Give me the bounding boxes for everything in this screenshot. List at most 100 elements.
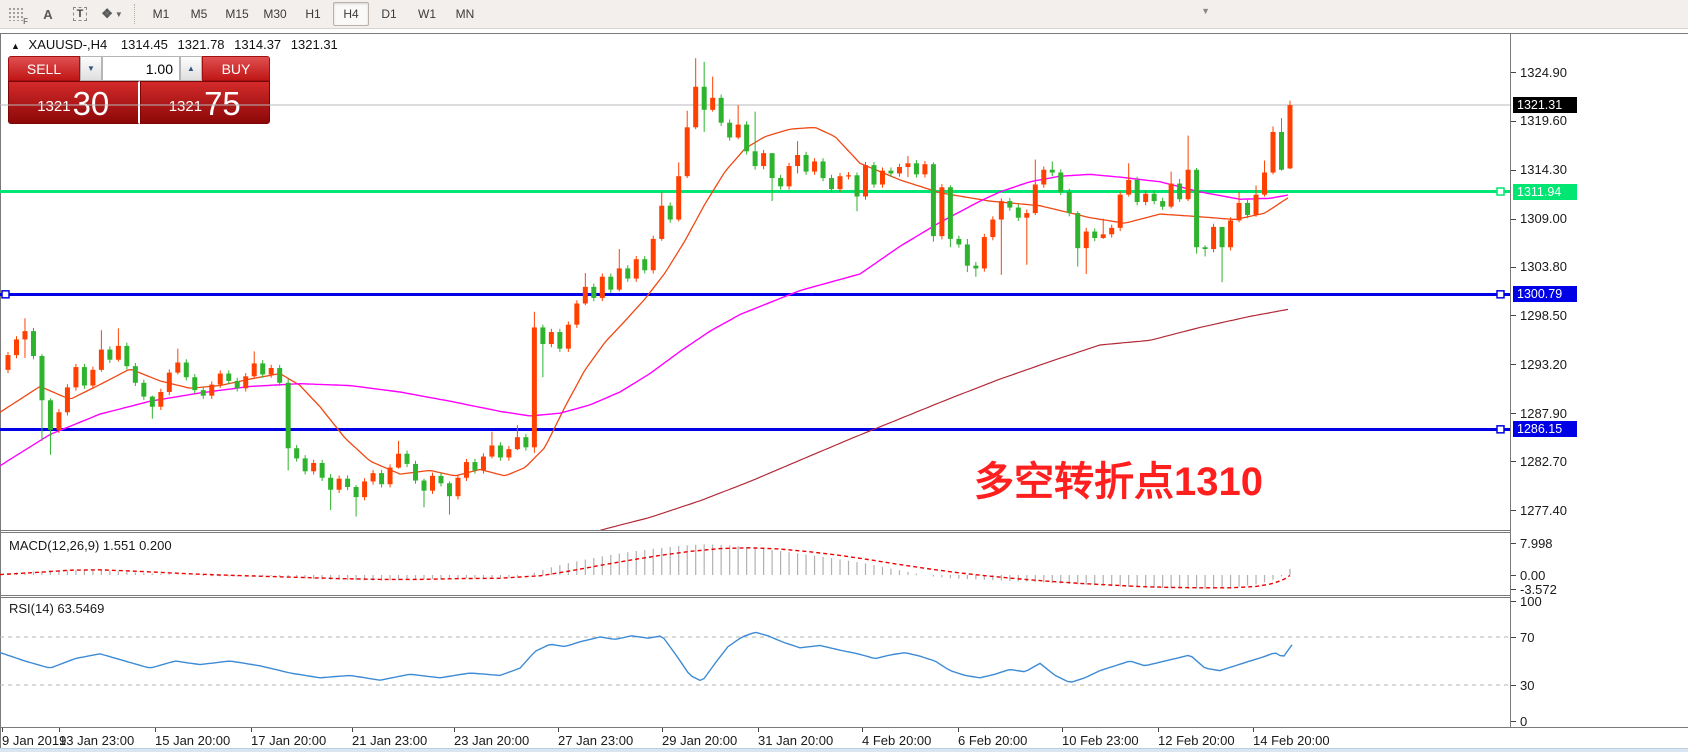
time-tick-label: 4 Feb 20:00 bbox=[862, 733, 932, 748]
timeframe-mn[interactable]: MN bbox=[455, 7, 475, 21]
candlestick bbox=[446, 483, 452, 497]
candlestick bbox=[370, 473, 376, 482]
price-tick-label: 1319.60 bbox=[1520, 113, 1567, 129]
timeframe-h1[interactable]: H1 bbox=[305, 7, 321, 21]
candlestick bbox=[803, 154, 809, 172]
candlestick bbox=[1253, 194, 1259, 215]
candlestick bbox=[667, 205, 673, 220]
candlestick bbox=[141, 382, 147, 397]
candlestick bbox=[761, 153, 767, 167]
time-tick-label: 29 Jan 20:00 bbox=[662, 733, 738, 748]
collapse-arrow-icon[interactable]: ▲ bbox=[11, 41, 20, 51]
sell-price-big: 30 bbox=[72, 85, 110, 122]
candlestick bbox=[676, 176, 682, 220]
timeframe-h4[interactable]: H4 bbox=[333, 2, 369, 26]
candlestick bbox=[387, 467, 393, 485]
price-tick-label: 1314.30 bbox=[1520, 162, 1567, 178]
time-tick bbox=[758, 727, 759, 732]
candlestick bbox=[234, 380, 240, 389]
green-level-line-handle bbox=[1496, 187, 1505, 196]
macd-tick bbox=[1510, 575, 1516, 576]
candlestick bbox=[1117, 194, 1123, 228]
candlestick bbox=[1015, 207, 1021, 218]
candlestick bbox=[531, 327, 537, 448]
price-tick-label: 1324.90 bbox=[1520, 64, 1567, 80]
candlestick bbox=[353, 486, 359, 498]
candlestick bbox=[1049, 169, 1055, 173]
candlestick bbox=[243, 376, 249, 389]
time-tick bbox=[662, 727, 663, 732]
candlestick bbox=[302, 458, 308, 472]
price-tick bbox=[1510, 266, 1516, 268]
timeframe-m5[interactable]: M5 bbox=[190, 7, 208, 21]
price-tick bbox=[1510, 315, 1516, 317]
objects-tool-icon[interactable]: ❖ ▼ bbox=[101, 6, 123, 21]
price-tick bbox=[1510, 120, 1516, 122]
candlestick bbox=[1168, 183, 1174, 207]
rsi-tick bbox=[1510, 601, 1516, 602]
price-tick bbox=[1510, 72, 1516, 73]
candlestick bbox=[81, 367, 87, 386]
candlestick bbox=[506, 449, 512, 458]
time-tick bbox=[1158, 727, 1159, 732]
candlestick bbox=[328, 477, 334, 490]
sell-price-display[interactable]: 1321 30 bbox=[8, 81, 140, 124]
candlestick bbox=[1041, 169, 1047, 185]
candlestick bbox=[710, 97, 716, 110]
rsi-pane bbox=[0, 631, 1510, 686]
candlestick bbox=[345, 478, 351, 487]
candlestick bbox=[778, 178, 784, 187]
candlestick bbox=[998, 201, 1004, 220]
macd-tick-label: 7.998 bbox=[1520, 535, 1553, 551]
timeframe-m1[interactable]: M1 bbox=[152, 7, 170, 21]
buy-price-display[interactable]: 1321 75 bbox=[139, 81, 270, 124]
candlestick bbox=[930, 164, 936, 237]
timeframe-m15[interactable]: M15 bbox=[225, 7, 249, 21]
sell-button[interactable]: SELL bbox=[8, 56, 80, 81]
candlestick bbox=[115, 345, 121, 360]
candlestick bbox=[404, 453, 410, 464]
main-price-pane bbox=[0, 58, 1510, 531]
candlestick bbox=[1287, 105, 1293, 169]
candlestick bbox=[871, 165, 877, 185]
pane-border bbox=[0, 531, 1510, 533]
timeframe-m30[interactable]: M30 bbox=[263, 7, 287, 21]
candlestick bbox=[862, 165, 868, 197]
mid-ma bbox=[0, 173, 1289, 467]
candlestick bbox=[336, 478, 342, 490]
candlestick bbox=[1109, 227, 1115, 235]
chevron-down-icon: ▼ bbox=[114, 9, 123, 19]
top-toolbar: F A T ❖ ▼ M1 M5 M15 M30 H1 H4 D1 W1 MN ▼ bbox=[0, 0, 1688, 29]
candlestick bbox=[285, 382, 291, 449]
text-tool-icon[interactable]: A bbox=[43, 6, 53, 22]
label-tool-icon[interactable]: T bbox=[66, 2, 94, 26]
chart-window: ▲ XAUUSD-,H4 1314.45 1321.78 1314.37 132… bbox=[0, 33, 1688, 752]
price-tick-label: 1303.80 bbox=[1520, 259, 1567, 275]
drag-handle-icon[interactable]: F bbox=[2, 2, 30, 26]
candlestick bbox=[752, 151, 758, 167]
volume-input[interactable]: 1.00 bbox=[102, 56, 180, 81]
chart-annotation-text: 多空转折点1310 bbox=[974, 460, 1263, 504]
candlestick bbox=[701, 86, 707, 110]
pane-border bbox=[0, 595, 1510, 596]
toolbar-overflow-icon[interactable]: ▼ bbox=[1201, 6, 1210, 16]
candlestick bbox=[582, 286, 588, 304]
candlestick bbox=[905, 163, 911, 167]
chart-title: ▲ XAUUSD-,H4 1314.45 1321.78 1314.37 132… bbox=[11, 37, 338, 52]
candlestick bbox=[718, 97, 724, 123]
candlestick bbox=[1236, 202, 1242, 221]
candlestick bbox=[192, 377, 198, 391]
timeframe-d1[interactable]: D1 bbox=[381, 7, 397, 21]
volume-decrease-button[interactable]: ▼ bbox=[80, 56, 102, 81]
time-tick bbox=[251, 727, 252, 732]
timeframe-w1[interactable]: W1 bbox=[418, 7, 436, 21]
candlestick bbox=[540, 327, 546, 345]
candlestick bbox=[1024, 213, 1030, 218]
candlestick bbox=[981, 237, 987, 269]
volume-increase-button[interactable]: ▲ bbox=[180, 56, 202, 81]
pane-border bbox=[1510, 33, 1511, 727]
buy-button[interactable]: BUY bbox=[202, 56, 270, 81]
candlestick bbox=[209, 384, 215, 396]
candlestick bbox=[98, 349, 104, 370]
candlestick bbox=[430, 475, 435, 491]
